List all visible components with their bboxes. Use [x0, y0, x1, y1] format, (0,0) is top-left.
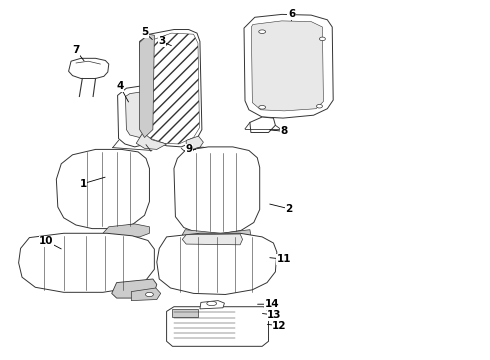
Polygon shape	[142, 33, 199, 144]
Text: 1: 1	[80, 179, 87, 189]
Polygon shape	[200, 301, 224, 309]
Polygon shape	[19, 233, 154, 292]
Polygon shape	[140, 30, 202, 147]
Ellipse shape	[319, 37, 325, 41]
Text: 13: 13	[267, 310, 282, 320]
Polygon shape	[251, 21, 323, 111]
Text: 6: 6	[288, 9, 295, 19]
Ellipse shape	[146, 292, 153, 297]
Ellipse shape	[207, 301, 217, 306]
Polygon shape	[250, 117, 275, 132]
Text: 7: 7	[72, 45, 80, 55]
Polygon shape	[103, 224, 149, 237]
Polygon shape	[182, 234, 243, 245]
Text: 9: 9	[185, 144, 192, 154]
Polygon shape	[167, 307, 269, 346]
Polygon shape	[140, 34, 154, 138]
Bar	[172, 309, 198, 317]
Ellipse shape	[259, 105, 266, 109]
Polygon shape	[182, 230, 251, 239]
Text: 14: 14	[265, 299, 279, 309]
Ellipse shape	[194, 147, 210, 154]
Polygon shape	[118, 86, 153, 147]
Ellipse shape	[317, 104, 322, 108]
Text: 8: 8	[281, 126, 288, 136]
Ellipse shape	[259, 30, 266, 33]
Polygon shape	[56, 149, 149, 229]
Text: 11: 11	[277, 254, 292, 264]
Text: 3: 3	[158, 36, 165, 46]
Polygon shape	[131, 288, 161, 301]
Polygon shape	[186, 136, 203, 149]
Polygon shape	[136, 132, 167, 149]
Polygon shape	[174, 147, 260, 234]
Text: 4: 4	[116, 81, 124, 91]
Polygon shape	[244, 14, 333, 118]
Text: 5: 5	[141, 27, 148, 37]
Polygon shape	[157, 233, 277, 294]
Polygon shape	[69, 58, 109, 78]
Text: 10: 10	[39, 236, 54, 246]
Text: 2: 2	[286, 204, 293, 214]
Polygon shape	[112, 279, 157, 298]
Polygon shape	[125, 91, 148, 138]
Text: 12: 12	[272, 321, 287, 331]
